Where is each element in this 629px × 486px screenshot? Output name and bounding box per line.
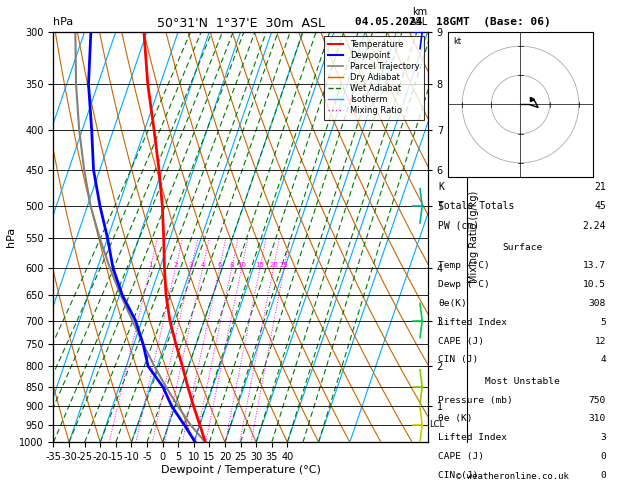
- Text: θe (K): θe (K): [438, 415, 472, 423]
- Text: Temp (°C): Temp (°C): [438, 261, 490, 270]
- Text: 308: 308: [589, 299, 606, 308]
- Text: CAPE (J): CAPE (J): [438, 337, 484, 346]
- Text: km
ASL: km ASL: [409, 7, 428, 27]
- Text: Totals Totals: Totals Totals: [438, 201, 515, 211]
- Text: 15: 15: [255, 262, 264, 268]
- Text: CAPE (J): CAPE (J): [438, 452, 484, 461]
- Text: kt: kt: [454, 37, 462, 47]
- Text: 310: 310: [589, 415, 606, 423]
- Text: 20: 20: [269, 262, 278, 268]
- Text: Pressure (mb): Pressure (mb): [438, 396, 513, 405]
- Text: hPa: hPa: [53, 17, 74, 27]
- Text: Surface: Surface: [502, 243, 542, 252]
- Text: 3: 3: [189, 262, 193, 268]
- Text: Dewp (°C): Dewp (°C): [438, 280, 490, 289]
- Text: 2: 2: [174, 262, 178, 268]
- Text: 8: 8: [230, 262, 234, 268]
- Text: 4: 4: [600, 355, 606, 364]
- Text: 0: 0: [600, 471, 606, 480]
- Text: 13.7: 13.7: [583, 261, 606, 270]
- Text: 750: 750: [589, 396, 606, 405]
- Legend: Temperature, Dewpoint, Parcel Trajectory, Dry Adiabat, Wet Adiabat, Isotherm, Mi: Temperature, Dewpoint, Parcel Trajectory…: [324, 36, 423, 120]
- Text: 3: 3: [600, 434, 606, 442]
- Text: 10.5: 10.5: [583, 280, 606, 289]
- Text: 10: 10: [237, 262, 246, 268]
- Text: © weatheronline.co.uk: © weatheronline.co.uk: [456, 472, 569, 481]
- Text: 04.05.2024  18GMT  (Base: 06): 04.05.2024 18GMT (Base: 06): [355, 17, 551, 27]
- Text: K: K: [438, 182, 444, 192]
- Text: CIN (J): CIN (J): [438, 471, 479, 480]
- Text: 45: 45: [594, 201, 606, 211]
- Text: Most Unstable: Most Unstable: [485, 377, 559, 386]
- Text: 25: 25: [280, 262, 289, 268]
- X-axis label: Dewpoint / Temperature (°C): Dewpoint / Temperature (°C): [160, 465, 321, 475]
- Text: Lifted Index: Lifted Index: [438, 434, 507, 442]
- Y-axis label: Mixing Ratio (g/kg): Mixing Ratio (g/kg): [469, 191, 479, 283]
- Text: 6: 6: [217, 262, 221, 268]
- Text: 4: 4: [201, 262, 205, 268]
- Text: 2.24: 2.24: [582, 221, 606, 230]
- Text: LCL: LCL: [428, 420, 444, 429]
- Text: 12: 12: [594, 337, 606, 346]
- Text: 1: 1: [148, 262, 152, 268]
- Text: 21: 21: [594, 182, 606, 192]
- Text: θe(K): θe(K): [438, 299, 467, 308]
- Text: CIN (J): CIN (J): [438, 355, 479, 364]
- Text: Lifted Index: Lifted Index: [438, 318, 507, 327]
- Text: PW (cm): PW (cm): [438, 221, 479, 230]
- Y-axis label: hPa: hPa: [6, 227, 16, 247]
- Title: 50°31'N  1°37'E  30m  ASL: 50°31'N 1°37'E 30m ASL: [157, 17, 325, 31]
- Text: 0: 0: [600, 452, 606, 461]
- Text: 5: 5: [600, 318, 606, 327]
